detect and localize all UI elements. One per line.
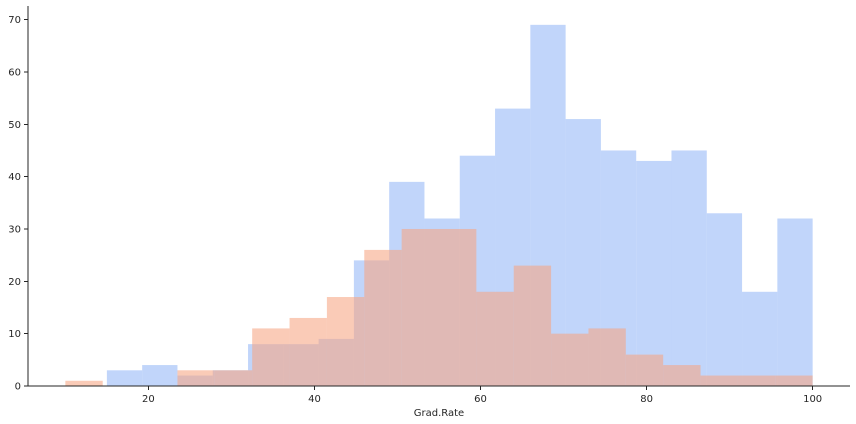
axes-layer: 20 40 60 80 100 0 10 20 30 40 50 60 70 <box>8 6 850 405</box>
y-tick-label-30: 30 <box>8 224 21 235</box>
histogram-bar-series-1-bin-2 <box>142 365 178 386</box>
histogram-bar-series-2-bin-16 <box>625 354 664 386</box>
histogram-bar-series-2-bin-1 <box>65 380 103 386</box>
histogram-bar-series-1-bin-20 <box>777 218 813 386</box>
histogram-bar-series-2-bin-10 <box>401 228 439 386</box>
histogram-bar-series-2-bin-12 <box>476 291 514 386</box>
histogram-bar-series-2-bin-6 <box>252 328 290 386</box>
histogram-bar-series-2-bin-5 <box>214 370 253 386</box>
y-tick-label-60: 60 <box>8 67 21 78</box>
bars-layer <box>65 24 813 387</box>
histogram-bar-series-2-bin-4 <box>177 370 215 386</box>
x-tick-label-100: 100 <box>803 394 822 405</box>
x-tick-label-60: 60 <box>474 394 487 405</box>
histogram-bar-series-2-bin-9 <box>364 249 402 386</box>
y-tick-label-10: 10 <box>8 329 21 340</box>
histogram-bar-series-2-bin-11 <box>439 228 477 386</box>
x-tick-label-20: 20 <box>142 394 155 405</box>
histogram-bar-series-2-bin-8 <box>326 297 365 386</box>
histogram-bar-series-2-bin-18 <box>700 375 738 386</box>
histogram-bar-series-1-bin-19 <box>742 291 778 386</box>
histogram-bar-series-1-bin-18 <box>706 213 743 386</box>
x-tick-label-40: 40 <box>308 394 321 405</box>
histogram-bar-series-2-bin-7 <box>289 317 327 386</box>
x-tick-label-80: 80 <box>640 394 653 405</box>
y-tick-label-50: 50 <box>8 120 21 131</box>
y-tick-label-40: 40 <box>8 172 21 183</box>
histogram-bar-series-2-bin-20 <box>775 375 813 386</box>
histogram-bar-series-1-bin-1 <box>106 370 143 386</box>
y-tick-label-20: 20 <box>8 277 21 288</box>
y-tick-label-0: 0 <box>15 382 21 393</box>
y-tick-label-70: 70 <box>8 15 21 26</box>
x-axis-label: Grad.Rate <box>414 408 464 419</box>
histogram-bar-series-2-bin-19 <box>737 375 776 386</box>
histogram-bar-series-1-bin-17 <box>671 150 707 386</box>
histogram-bar-series-2-bin-15 <box>588 328 626 386</box>
histogram-bar-series-1-bin-16 <box>636 160 672 386</box>
histogram-bar-series-2-bin-17 <box>663 365 701 386</box>
histogram-bar-series-2-bin-13 <box>513 265 552 386</box>
histogram-bar-series-2-bin-14 <box>551 333 589 386</box>
